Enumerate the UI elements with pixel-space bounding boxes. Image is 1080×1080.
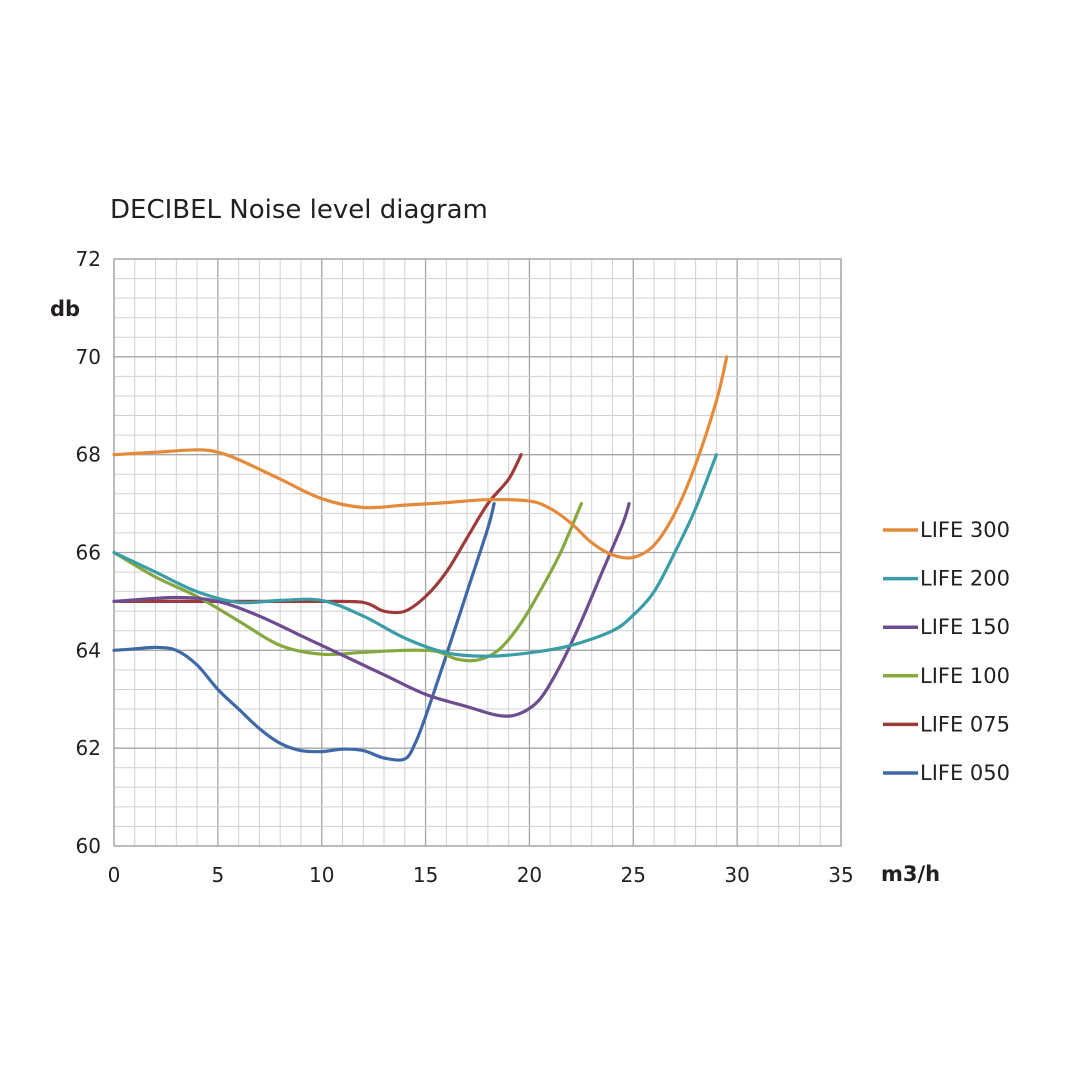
axis-ticks: 0 5 10 15 20 25 30 35 60 62 64 66 68 70 72 <box>76 247 854 887</box>
legend-label-life-150: LIFE 150 <box>920 615 1010 639</box>
y-tick-label: 64 <box>76 638 101 662</box>
x-tick-label: 30 <box>724 863 749 887</box>
x-tick-label: 20 <box>517 863 542 887</box>
series-line-life-150 <box>112 502 631 718</box>
y-tick-label: 60 <box>76 834 101 858</box>
y-tick-label: 70 <box>76 345 101 369</box>
series-lines <box>112 355 729 762</box>
x-tick-label: 35 <box>828 863 853 887</box>
x-tick-label: 0 <box>108 863 121 887</box>
x-tick-label: 25 <box>621 863 646 887</box>
y-tick-label: 72 <box>76 247 101 271</box>
y-tick-label: 68 <box>76 443 101 467</box>
grid <box>113 258 842 847</box>
x-tick-label: 5 <box>211 863 224 887</box>
series-line-life-050 <box>112 502 496 762</box>
legend-label-life-050: LIFE 050 <box>920 761 1010 785</box>
x-tick-label: 10 <box>309 863 334 887</box>
legend-label-life-075: LIFE 075 <box>920 712 1010 736</box>
series-line-life-075 <box>112 453 523 615</box>
legend: LIFE 300 LIFE 200 LIFE 150 LIFE 100 LIFE 075… <box>883 518 1010 785</box>
y-axis-label: db <box>50 297 80 321</box>
y-tick-label: 62 <box>76 736 101 760</box>
x-tick-label: 15 <box>413 863 438 887</box>
x-axis-label: m3/h <box>881 862 940 886</box>
legend-label-life-100: LIFE 100 <box>920 664 1010 688</box>
series-line-life-300 <box>112 355 729 560</box>
series-line-life-200 <box>112 453 718 658</box>
series-line-life-100 <box>112 502 583 663</box>
legend-label-life-300: LIFE 300 <box>920 518 1010 542</box>
chart-title: DECIBEL Noise level diagram <box>110 195 488 225</box>
y-tick-label: 66 <box>76 541 101 565</box>
legend-label-life-200: LIFE 200 <box>920 567 1010 591</box>
